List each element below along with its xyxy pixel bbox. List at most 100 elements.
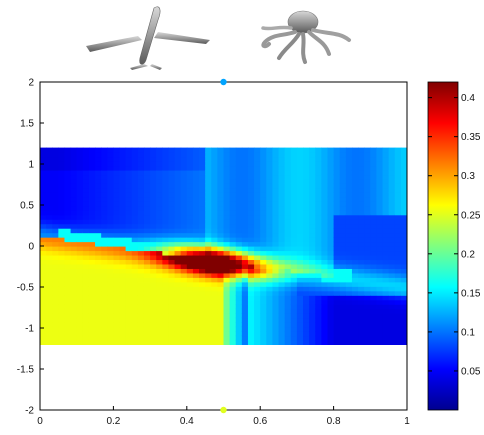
heatmap-cell: [333, 246, 341, 252]
heatmap-cell: [247, 263, 255, 269]
heatmap-cell: [211, 339, 218, 345]
heatmap-cell: [229, 272, 237, 278]
heatmap-cell: [199, 169, 206, 176]
heatmap-cell: [376, 335, 384, 341]
heatmap-cell: [76, 272, 84, 278]
heatmap-cell: [192, 254, 200, 261]
heatmap-cell: [95, 259, 102, 265]
heatmap-cell: [394, 272, 402, 278]
heatmap-cell: [388, 286, 396, 292]
heatmap-cell: [162, 214, 170, 220]
heatmap-cell: [364, 210, 371, 216]
heatmap-cell: [95, 322, 102, 328]
heatmap-cell: [40, 178, 47, 184]
heatmap-cell: [247, 339, 255, 345]
heatmap-cell: [186, 165, 194, 171]
heatmap-cell: [119, 335, 127, 341]
heatmap-cell: [303, 183, 310, 189]
heatmap-cell: [400, 299, 407, 305]
heatmap-cell: [296, 187, 304, 193]
heatmap-cell: [119, 286, 127, 292]
heatmap-cell: [278, 308, 286, 314]
heatmap-cell: [303, 196, 310, 202]
heatmap-cell: [303, 192, 310, 198]
heatmap-cell: [388, 268, 396, 274]
heatmap-cell: [382, 232, 390, 238]
heatmap-cell: [339, 290, 347, 296]
heatmap-cell: [321, 214, 329, 220]
heatmap-cell: [70, 299, 78, 305]
heatmap-cell: [303, 205, 310, 211]
heatmap-cell: [290, 326, 298, 332]
heatmap-cell: [76, 330, 84, 337]
heatmap-cell: [303, 281, 310, 287]
heatmap-cell: [211, 219, 218, 225]
heatmap-cell: [64, 322, 72, 328]
heatmap-cell: [382, 263, 390, 269]
heatmap-cell: [241, 161, 249, 167]
heatmap-cell: [333, 187, 341, 193]
heatmap-cell: [309, 339, 316, 345]
heatmap-cell: [180, 246, 188, 252]
heatmap-cell: [388, 263, 396, 269]
heatmap-cell: [82, 268, 90, 274]
heatmap-cell: [370, 304, 378, 310]
heatmap-cell: [364, 326, 371, 332]
heatmap-cell: [52, 219, 59, 225]
heatmap-cell: [101, 272, 108, 278]
heatmap-cell: [211, 228, 218, 234]
heatmap-cell: [143, 263, 151, 269]
heatmap-cell: [290, 152, 298, 158]
heatmap-cell: [186, 295, 194, 301]
heatmap-cell: [321, 339, 329, 345]
heatmap-cell: [168, 232, 176, 238]
heatmap-cell: [241, 183, 249, 189]
heatmap-cell: [70, 174, 78, 180]
heatmap-cell: [95, 304, 102, 310]
heatmap-cell: [260, 165, 267, 171]
heatmap-cell: [199, 187, 206, 193]
heatmap-cell: [76, 335, 84, 341]
heatmap-cell: [315, 201, 322, 207]
heatmap-cell: [82, 214, 90, 220]
heatmap-cell: [46, 232, 53, 238]
heatmap-cell: [229, 339, 237, 345]
heatmap-cell: [351, 326, 359, 332]
heatmap-cell: [358, 277, 365, 283]
heatmap-cell: [186, 178, 194, 184]
heatmap-cell: [254, 196, 261, 202]
heatmap-cell: [88, 308, 96, 314]
heatmap-cell: [223, 237, 231, 243]
heatmap-cell: [303, 246, 310, 252]
heatmap-cell: [46, 268, 53, 274]
heatmap-cell: [345, 241, 353, 247]
heatmap-cell: [58, 214, 66, 220]
heatmap-cell: [345, 281, 353, 287]
heatmap-cell: [46, 237, 53, 243]
heatmap-cell: [345, 326, 353, 332]
heatmap-cell: [150, 214, 157, 220]
heatmap-cell: [52, 259, 59, 265]
heatmap-cell: [52, 339, 59, 345]
heatmap-cell: [278, 339, 286, 345]
heatmap-cell: [382, 228, 390, 234]
heatmap-cell: [162, 250, 170, 256]
heatmap-cell: [64, 196, 72, 202]
heatmap-cell: [309, 201, 316, 207]
heatmap-cell: [254, 169, 261, 176]
heatmap-cell: [229, 317, 237, 323]
heatmap-cell: [52, 237, 59, 243]
heatmap-cell: [241, 326, 249, 332]
heatmap-cell: [315, 313, 322, 319]
heatmap-cell: [296, 317, 304, 323]
heatmap-cell: [345, 290, 353, 296]
heatmap-cell: [180, 277, 188, 283]
heatmap-cell: [247, 161, 255, 167]
heatmap-cell: [400, 339, 407, 345]
heatmap-cell: [76, 178, 84, 184]
heatmap-cell: [137, 250, 145, 256]
heatmap-cell: [266, 322, 274, 328]
heatmap-cell: [131, 178, 139, 184]
heatmap-cell: [321, 286, 329, 292]
heatmap-cell: [217, 254, 225, 261]
